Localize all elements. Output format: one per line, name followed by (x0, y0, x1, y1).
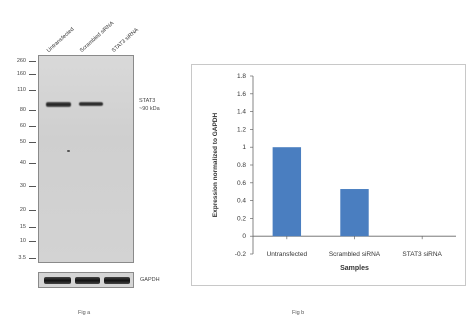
blot-artifact-spot (67, 150, 70, 152)
mw-tick (29, 210, 36, 211)
y-tick-label: 1.6 (237, 91, 246, 98)
y-tick-label: -0.2 (235, 251, 247, 258)
y-tick-label: 0.8 (237, 162, 246, 169)
x-axis-title: Samples (340, 265, 369, 272)
gapdh-band-untransfected (44, 277, 71, 284)
mw-tick (29, 110, 36, 111)
mw-marker: 50 (19, 139, 26, 145)
x-tick-label: Untransfected (267, 251, 308, 258)
lane-label-untransfected: Untransfected (45, 26, 76, 54)
western-blot-panel: Untransfected Scrambled siRNA STAT3 siRN… (0, 0, 180, 320)
fig-a-caption: Fig a (78, 310, 91, 316)
mw-tick (29, 90, 36, 91)
y-tick-label: 0.4 (237, 198, 246, 205)
mw-tick (29, 142, 36, 143)
stat3-band-untransfected (46, 102, 71, 107)
mw-marker: 20 (19, 207, 26, 213)
y-tick-label: 1.8 (237, 73, 246, 80)
mw-marker: 260 (16, 58, 26, 64)
x-tick-label: Scrambled siRNA (329, 251, 381, 258)
mw-tick (29, 126, 36, 127)
y-tick-label: 1.2 (237, 126, 246, 133)
mw-tick (29, 241, 36, 242)
mw-marker: 80 (19, 107, 26, 113)
y-tick-label: 1 (242, 144, 246, 151)
y-tick-label: 1.4 (237, 109, 246, 116)
gapdh-band-scrambled (75, 277, 100, 284)
y-tick-label: 0.2 (237, 215, 246, 222)
gapdh-band-stat3-sirna (104, 277, 130, 284)
mw-marker: 40 (19, 160, 26, 166)
y-tick-label: 0 (242, 233, 246, 240)
mw-marker: 60 (19, 123, 26, 129)
x-tick-label: STAT3 siRNA (402, 251, 442, 258)
mw-tick (29, 163, 36, 164)
y-axis-title: Expression normalized to GAPDH (212, 113, 219, 218)
stat3-band-scrambled (79, 102, 103, 106)
chart-frame (191, 64, 466, 286)
mw-marker: 110 (17, 87, 26, 93)
bar (340, 189, 369, 237)
bar (272, 147, 302, 237)
y-tick-label: 0.6 (237, 180, 246, 187)
mw-marker: 30 (19, 183, 26, 189)
mw-marker: 15 (19, 224, 26, 230)
mw-tick (29, 186, 36, 187)
mw-tick (29, 227, 36, 228)
fig-b-caption: Fig b (292, 310, 305, 316)
stat3-label: STAT3 (139, 98, 156, 104)
mw-marker: 10 (19, 238, 26, 244)
mw-tick (29, 61, 36, 62)
gapdh-loading-strip (38, 272, 134, 288)
gapdh-label: GAPDH (140, 277, 160, 283)
mw-marker: 160 (16, 71, 26, 77)
bar-chart: -0.2 0 0.2 0.4 0.6 0.8 1 1.2 1.4 1.6 1.8 Untransfec… (212, 73, 456, 272)
lane-label-stat3-sirna: STAT3 siRNA (110, 27, 140, 54)
blot-membrane (38, 55, 134, 263)
mw-tick (29, 258, 36, 259)
mw-marker: 3.5 (18, 255, 26, 261)
stat3-kda-label: ~90 kDa (139, 106, 160, 112)
mw-tick (29, 74, 36, 75)
